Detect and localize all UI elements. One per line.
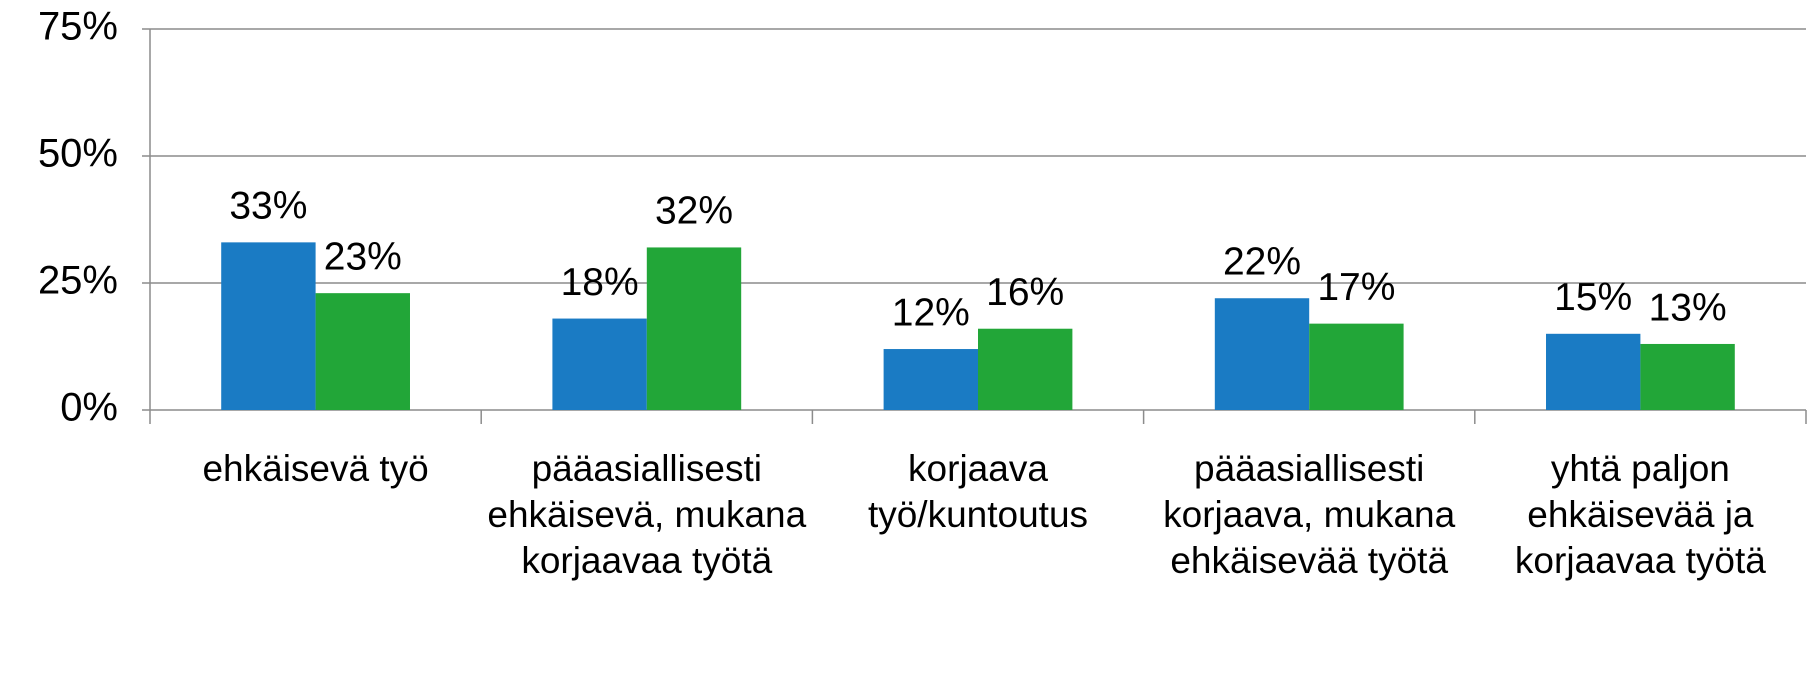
bar xyxy=(883,349,978,410)
value-label: 13% xyxy=(1649,286,1727,329)
y-tick-label: 75% xyxy=(38,5,118,49)
value-label: 23% xyxy=(324,235,402,278)
bar xyxy=(552,318,647,410)
bar xyxy=(978,328,1073,410)
value-label: 22% xyxy=(1223,241,1301,284)
x-tick-label: yhtä paljon ehkäisevää ja korjaavaa työt… xyxy=(1514,448,1766,581)
bar xyxy=(1309,323,1404,410)
x-tick-label: pääasiallisesti korjaava, mukana ehkäise… xyxy=(1163,448,1456,581)
y-tick-label: 0% xyxy=(60,386,118,430)
value-label: 12% xyxy=(892,291,970,334)
x-tick-label: ehkäisevä työ xyxy=(202,448,429,489)
y-tick-label: 50% xyxy=(38,132,118,176)
value-label: 15% xyxy=(1554,276,1632,319)
bar xyxy=(315,293,410,410)
value-label: 33% xyxy=(229,185,307,228)
bar xyxy=(1546,333,1641,410)
value-label: 16% xyxy=(986,271,1064,314)
x-tick-label: pääasiallisesti ehkäisevä, mukana korjaa… xyxy=(487,448,807,581)
value-label: 18% xyxy=(561,261,639,304)
bar xyxy=(221,242,316,410)
value-label: 17% xyxy=(1317,266,1395,309)
y-tick-label: 25% xyxy=(38,259,118,303)
bar xyxy=(1640,343,1735,410)
bar xyxy=(1214,298,1310,410)
bar xyxy=(646,247,742,410)
x-tick-label: korjaava työ/kuntoutus xyxy=(867,448,1089,535)
value-label: 32% xyxy=(655,190,733,233)
